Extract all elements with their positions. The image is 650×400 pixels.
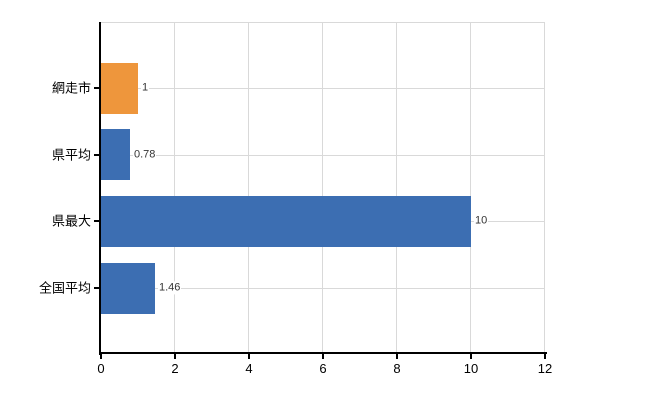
x-axis-tick [248, 354, 250, 359]
x-gridline [396, 22, 397, 353]
y-axis-tick [94, 287, 99, 289]
y-axis-line [99, 22, 101, 355]
x-axis-tick [100, 354, 102, 359]
bar [101, 129, 130, 180]
category-gridline [101, 155, 545, 156]
bar [101, 263, 155, 314]
category-gridline [101, 88, 545, 89]
x-tick-label: 4 [245, 361, 253, 376]
x-tick-label: 2 [171, 361, 179, 376]
category-label: 県平均 [51, 147, 91, 163]
x-axis-tick [322, 354, 324, 359]
category-label: 網走市 [51, 80, 91, 96]
x-tick-label: 8 [393, 361, 401, 376]
bar-value-label: 10 [474, 214, 489, 228]
category-gridline [101, 288, 545, 289]
category-label: 全国平均 [38, 280, 91, 296]
y-axis-tick [94, 220, 99, 223]
bar [101, 196, 471, 247]
x-tick-label: 12 [537, 361, 553, 376]
x-gridline [470, 22, 471, 353]
x-axis-tick [396, 354, 398, 359]
x-tick-label: 10 [463, 361, 479, 376]
bar-value-label: 1.46 [158, 281, 182, 295]
x-tick-label: 0 [97, 361, 105, 376]
x-axis-line [99, 352, 547, 354]
y-axis-tick [94, 87, 99, 89]
x-axis-tick [174, 354, 176, 359]
x-gridline [322, 22, 323, 353]
bar [101, 63, 138, 114]
bar-value-label: 0.78 [133, 148, 157, 162]
y-axis-tick [94, 153, 99, 156]
plot-top-border [101, 22, 545, 23]
x-gridline [248, 22, 249, 353]
x-gridline [174, 22, 175, 353]
x-tick-label: 6 [319, 361, 327, 376]
x-axis-tick [544, 354, 546, 359]
bar-value-label: 1 [141, 81, 150, 95]
category-label: 県最大 [51, 213, 91, 229]
x-axis-tick [470, 354, 472, 359]
x-gridline [544, 22, 545, 353]
